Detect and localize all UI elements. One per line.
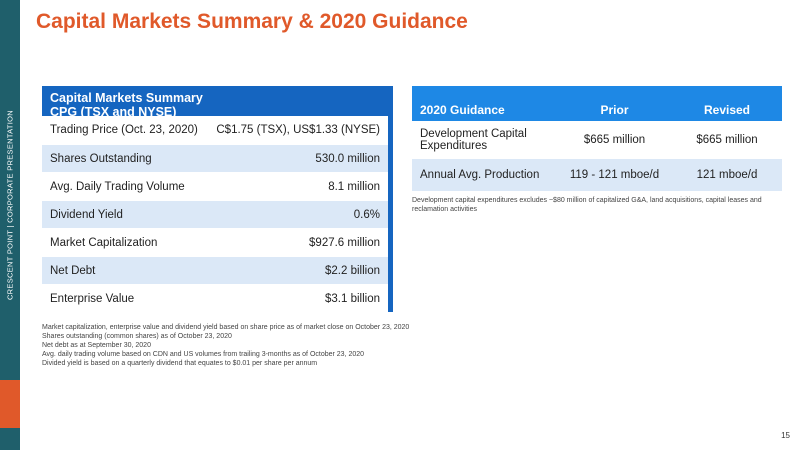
- page-number: 15: [781, 431, 790, 440]
- guidance-table: 2020 Guidance Prior Revised Development …: [412, 86, 782, 191]
- guidance-row-revised: $665 million: [696, 134, 758, 146]
- table-row: Shares Outstanding 530.0 million: [42, 144, 388, 172]
- row-value: 0.6%: [353, 208, 380, 221]
- guidance-header-label: 2020 Guidance: [420, 103, 505, 117]
- page-title: Capital Markets Summary & 2020 Guidance: [36, 10, 468, 33]
- row-value: $3.1 billion: [325, 292, 380, 305]
- row-label: Dividend Yield: [50, 208, 123, 221]
- guidance-row-prior: 119 - 121 mboe/d: [569, 169, 660, 181]
- table-row: Dividend Yield 0.6%: [42, 200, 388, 228]
- summary-table-header: Capital Markets Summary CPG (TSX and NYS…: [42, 86, 388, 119]
- guidance-row-label: Annual Avg. Production: [420, 169, 540, 181]
- row-value: C$1.75 (TSX), US$1.33 (NYSE): [216, 124, 380, 136]
- guidance-header-revised: Revised: [703, 103, 751, 117]
- row-label: Trading Price (Oct. 23, 2020): [50, 124, 198, 136]
- table-row: Trading Price (Oct. 23, 2020) C$1.75 (TS…: [42, 116, 388, 144]
- table-row: Annual Avg. Production 119 - 121 mboe/d …: [412, 159, 782, 191]
- footnote: Divided yield is based on a quarterly di…: [42, 360, 318, 367]
- row-label: Market Capitalization: [50, 236, 158, 249]
- row-label: Shares Outstanding: [50, 152, 152, 165]
- table-row: Net Debt $2.2 billion: [42, 256, 388, 284]
- sidebar-text: CRESCENT POINT | CORPORATE PRESENTATION: [5, 109, 15, 301]
- table-row: Avg. Daily Trading Volume 8.1 million: [42, 172, 388, 200]
- summary-header-line1: Capital Markets Summary: [50, 91, 203, 105]
- footnote: Shares outstanding (common shares) as of…: [42, 333, 232, 340]
- table-row: Enterprise Value $3.1 billion: [42, 284, 388, 312]
- table-row: Development Capital Expenditures $665 mi…: [412, 121, 782, 159]
- row-value: 530.0 million: [315, 152, 380, 165]
- row-value: $2.2 billion: [325, 264, 380, 277]
- table-row: Market Capitalization $927.6 million: [42, 228, 388, 256]
- row-value: 8.1 million: [328, 180, 380, 193]
- guidance-row-prior: $665 million: [583, 134, 646, 146]
- footnotes: Market capitalization, enterprise value …: [42, 323, 409, 368]
- summary-table: Capital Markets Summary CPG (TSX and NYS…: [42, 86, 393, 312]
- footnote: Avg. daily trading volume based on CDN a…: [42, 351, 365, 358]
- row-label: Enterprise Value: [50, 292, 135, 305]
- summary-header-line2: CPG (TSX and NYSE): [50, 105, 177, 119]
- footnote: Market capitalization, enterprise value …: [42, 324, 410, 331]
- footnote: Net debt as at September 30, 2020: [42, 342, 151, 349]
- sidebar-accent: [0, 380, 20, 428]
- guidance-row-revised: 121 mboe/d: [696, 169, 758, 181]
- guidance-footnote: Development capital expenditures exclude…: [412, 197, 762, 213]
- sidebar: CRESCENT POINT | CORPORATE PRESENTATION: [0, 0, 20, 450]
- guidance-row-label: Development Capital Expenditures: [420, 128, 527, 152]
- row-value: $927.6 million: [309, 236, 380, 249]
- guidance-header-prior: Prior: [600, 103, 629, 117]
- sidebar-text-area: CRESCENT POINT | CORPORATE PRESENTATION: [0, 0, 20, 380]
- guidance-table-header: 2020 Guidance Prior Revised: [412, 86, 782, 121]
- row-label: Net Debt: [50, 264, 96, 277]
- row-label: Avg. Daily Trading Volume: [50, 180, 185, 193]
